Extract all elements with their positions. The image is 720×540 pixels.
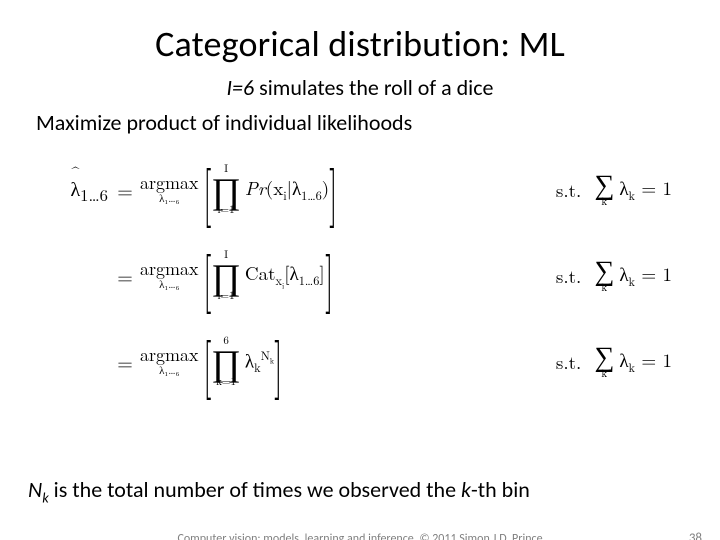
note-part1: is the total number of times we observed… [49, 476, 461, 503]
math-block: λ1…6 = argmax λ₁…₆ [ I ∏ i=1 Pr(xi|λ1…6)… [36, 150, 684, 400]
expression: λkNk [243, 346, 276, 376]
subtitle-rest: simulates the roll of a dice [254, 74, 493, 101]
lead-text: Maximize product of individual likelihoo… [36, 109, 720, 136]
page-title: Categorical distribution: ML [0, 22, 720, 66]
constraint: s.t. ∑ k λk = 1 [556, 343, 684, 379]
argmax-label: argmax [140, 174, 199, 193]
equals: = [110, 175, 140, 204]
product: [ I ∏ i=1 Catxi[λ1…6] ] [205, 245, 332, 305]
argmax: argmax λ₁…₆ [140, 174, 199, 204]
equation-row: = argmax λ₁…₆ [ 6 ∏ k=1 λkNk ] s.t. ∑ k [36, 322, 684, 400]
pi-icon: ∏ [211, 346, 241, 377]
product: [ 6 ∏ k=1 λkNk ] [205, 331, 281, 391]
product: [ I ∏ i=1 Pr(xi|λ1…6) ] [205, 159, 336, 219]
sum-expression: λk = 1 [617, 174, 674, 204]
k-symbol: k [461, 476, 471, 503]
expression: Pr(xi|λ1…6) [243, 174, 331, 204]
page-number: 38 [689, 531, 702, 540]
nk-symbol: Nk [28, 476, 49, 503]
pi-icon: ∏ [211, 174, 241, 205]
subject-to: s.t. [556, 176, 581, 203]
left-bracket-icon: [ [203, 331, 211, 391]
sum-expression: λk = 1 [617, 346, 674, 376]
sigma-icon: ∑ [594, 171, 614, 196]
lhs: λ1…6 [36, 173, 110, 206]
product-operator: 6 ∏ k=1 [211, 335, 241, 388]
sum-operator: ∑ k [594, 171, 614, 207]
subtitle-math: I=6 [227, 74, 255, 101]
pi-icon: ∏ [211, 260, 241, 291]
subtitle: I=6 simulates the roll of a dice [0, 74, 720, 101]
constraint: s.t. ∑ k λk = 1 [556, 171, 684, 207]
right-bracket-icon: ] [325, 245, 333, 305]
sigma-icon: ∑ [594, 257, 614, 282]
subject-to: s.t. [556, 348, 581, 375]
constraint: s.t. ∑ k λk = 1 [556, 257, 684, 293]
equals: = [110, 347, 140, 376]
equals: = [110, 261, 140, 290]
right-bracket-icon: ] [274, 331, 282, 391]
argmax-label: argmax [140, 346, 199, 365]
product-operator: I ∏ i=1 [211, 249, 241, 302]
left-bracket-icon: [ [203, 245, 211, 305]
note-part2: -th bin [471, 476, 530, 503]
equation-row: = argmax λ₁…₆ [ I ∏ i=1 Catxi[λ1…6] ] s.… [36, 236, 684, 314]
sum-operator: ∑ k [594, 343, 614, 379]
bottom-note: Nk is the total number of times we obser… [28, 476, 530, 506]
sum-operator: ∑ k [594, 257, 614, 293]
product-operator: I ∏ i=1 [211, 163, 241, 216]
slide: Categorical distribution: ML I=6 simulat… [0, 22, 720, 540]
equation-row: λ1…6 = argmax λ₁…₆ [ I ∏ i=1 Pr(xi|λ1…6)… [36, 150, 684, 228]
right-bracket-icon: ] [329, 159, 337, 219]
argmax: argmax λ₁…₆ [140, 260, 199, 290]
footer-text: Computer vision: models, learning and in… [0, 532, 720, 540]
subject-to: s.t. [556, 262, 581, 289]
expression: Catxi[λ1…6] [243, 259, 327, 291]
sum-expression: λk = 1 [617, 260, 674, 290]
left-bracket-icon: [ [203, 159, 211, 219]
sigma-icon: ∑ [594, 343, 614, 368]
argmax-label: argmax [140, 260, 199, 279]
argmax: argmax λ₁…₆ [140, 346, 199, 376]
